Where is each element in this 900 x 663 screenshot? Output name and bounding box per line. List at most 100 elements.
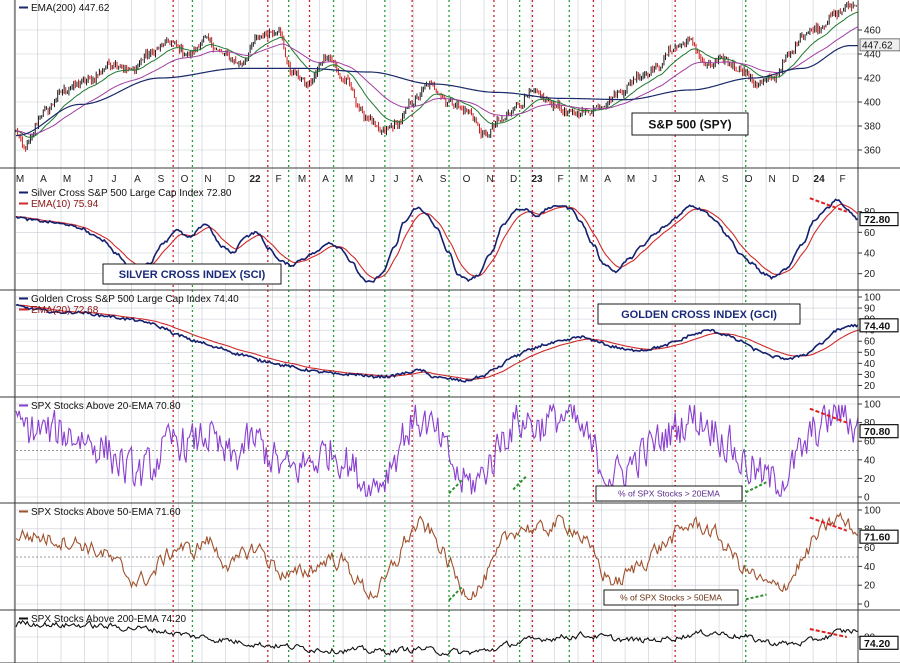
- x-tick-label: F: [558, 174, 564, 185]
- last-value-box: [859, 635, 899, 650]
- y-tick-label: 60: [864, 437, 876, 448]
- x-tick-label: A: [604, 174, 611, 185]
- y-tick-label: 400: [864, 98, 881, 109]
- x-tick-label: A: [698, 174, 705, 185]
- y-tick-label: 40: [864, 249, 876, 260]
- annotation-label: SILVER CROSS INDEX (SCI): [119, 269, 266, 281]
- y-tick-label: 60: [864, 337, 876, 348]
- annotation-label: GOLDEN CROSS INDEX (GCI): [621, 309, 777, 321]
- y-tick-label: 40: [864, 455, 876, 466]
- annotation-box: [595, 485, 743, 502]
- ema-fast-line: [15, 11, 859, 138]
- legend-label: SPX Stocks Above 50-EMA 71.60: [31, 507, 181, 518]
- last-value-label: 71.60: [864, 532, 890, 544]
- y-tick-label: 20: [864, 581, 876, 592]
- x-tick-label: J: [112, 174, 117, 185]
- y-tick-label: 20: [864, 269, 876, 280]
- y-tick-label: 100: [864, 293, 881, 304]
- last-value-label: 74.20: [864, 638, 890, 650]
- sci-index-line: [15, 198, 859, 283]
- last-value-box: [859, 38, 900, 52]
- last-value-label: 447.62: [862, 40, 893, 51]
- x-tick-label: M: [16, 174, 24, 185]
- x-tick-label: D: [228, 174, 235, 185]
- last-value-box: [859, 424, 899, 439]
- annotation-label: % of SPX Stocks > 50EMA: [620, 593, 722, 603]
- y-tick-label: 460: [864, 26, 881, 37]
- x-tick-label: F: [840, 174, 846, 185]
- legend-label: Silver Cross S&P 500 Large Cap Index 72.…: [31, 188, 232, 199]
- price-bars: [15, 0, 859, 152]
- green-divergence-marker: [745, 593, 767, 601]
- y-tick-label: 420: [864, 74, 881, 85]
- y-tick-label: 30: [864, 370, 876, 381]
- x-tick-label: M: [580, 174, 588, 185]
- x-tick-label: 23: [531, 174, 543, 185]
- green-divergence-marker: [512, 475, 527, 491]
- legend-label: Golden Cross S&P 500 Large Cap Index 74.…: [31, 294, 239, 305]
- y-tick-label: 0: [864, 493, 870, 504]
- y-tick-label: 60: [864, 228, 876, 239]
- y-tick-label: 90: [864, 304, 876, 315]
- legend-label: SPX Stocks Above 20-EMA 70.80: [31, 401, 181, 412]
- last-value-box: [859, 529, 899, 544]
- legend-label: EMA(20) 72.68: [31, 305, 99, 316]
- x-tick-label: A: [40, 174, 47, 185]
- y-tick-label: 40: [864, 359, 876, 370]
- annotation-label: S&P 500 (SPY): [648, 117, 731, 131]
- x-tick-label: M: [627, 174, 635, 185]
- x-tick-label: F: [275, 174, 281, 185]
- x-tick-label: S: [158, 174, 165, 185]
- x-tick-label: N: [768, 174, 775, 185]
- y-tick-label: 20: [864, 474, 876, 485]
- y-tick-label: 360: [864, 146, 881, 157]
- x-tick-label: J: [676, 174, 681, 185]
- x-tick-label: M: [298, 174, 306, 185]
- annotation-box: [102, 263, 282, 285]
- last-value-label: 74.40: [864, 320, 890, 332]
- red-divergence-marker: [809, 516, 848, 532]
- x-tick-label: A: [322, 174, 329, 185]
- x-tick-label: J: [370, 174, 375, 185]
- x-tick-label: M: [63, 174, 71, 185]
- pct200-line: [15, 619, 859, 657]
- pct20-line: [15, 402, 859, 497]
- x-tick-label: M: [345, 174, 353, 185]
- annotation-label: % of SPX Stocks > 20EMA: [618, 489, 720, 499]
- last-value-label: 72.80: [864, 214, 890, 226]
- red-divergence-marker: [809, 407, 848, 424]
- x-tick-label: D: [792, 174, 799, 185]
- y-tick-label: 50: [864, 348, 876, 359]
- x-tick-label: N: [486, 174, 493, 185]
- x-tick-label: J: [88, 174, 93, 185]
- y-tick-label: 100: [864, 506, 881, 517]
- x-tick-label: A: [134, 174, 141, 185]
- pct50-line: [15, 511, 859, 601]
- x-tick-label: 22: [249, 174, 261, 185]
- ema-200-line: [15, 45, 859, 137]
- annotation-box: [631, 112, 749, 136]
- x-tick-label: N: [204, 174, 211, 185]
- x-tick-label: D: [510, 174, 517, 185]
- legend-label: SPX Stocks Above 200-EMA 74.20: [31, 614, 187, 625]
- last-value-box: [859, 212, 899, 227]
- x-tick-label: A: [416, 174, 423, 185]
- legend-label: EMA(200) 447.62: [31, 3, 110, 14]
- x-tick-label: O: [745, 174, 753, 185]
- green-divergence-marker: [448, 586, 463, 601]
- last-value-box: [859, 318, 899, 333]
- x-tick-label: J: [652, 174, 657, 185]
- y-tick-label: 40: [864, 562, 876, 573]
- x-tick-label: O: [463, 174, 471, 185]
- green-divergence-marker: [448, 479, 463, 494]
- annotation-box: [603, 589, 739, 606]
- gci-index-line: [15, 303, 859, 383]
- y-tick-label: 20: [864, 381, 876, 392]
- y-tick-label: 60: [864, 543, 876, 554]
- last-value-label: 70.80: [864, 426, 890, 438]
- green-divergence-marker: [745, 481, 768, 494]
- x-tick-label: S: [440, 174, 447, 185]
- y-tick-label: 80: [864, 418, 876, 429]
- x-tick-label: 24: [814, 174, 826, 185]
